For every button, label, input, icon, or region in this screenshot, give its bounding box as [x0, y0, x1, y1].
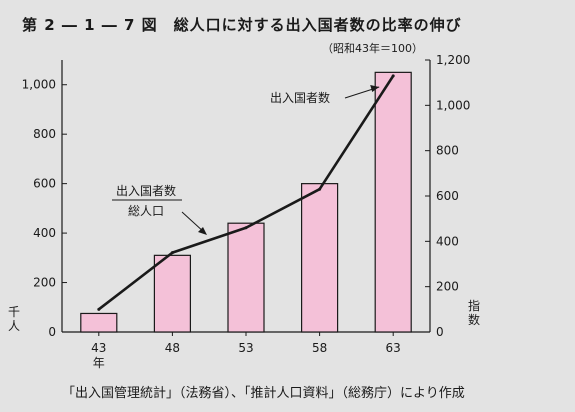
ratio-line-point	[170, 251, 174, 255]
right-tick-label: 0	[436, 325, 444, 339]
x-axis: 43 48 53 58 63 年	[91, 332, 401, 370]
bar	[227, 222, 265, 333]
ratio-line-point	[391, 74, 395, 78]
bar-annotation: 出入国者数	[270, 90, 330, 105]
right-tick-label: 800	[436, 144, 459, 158]
x-tick-label: 53	[238, 341, 253, 355]
bar	[80, 312, 118, 333]
left-axis-unit: 千人	[8, 305, 20, 333]
right-tick-label: 1,000	[436, 98, 470, 112]
left-tick-label: 1,000	[22, 78, 56, 92]
ratio-line-point	[244, 226, 248, 230]
x-unit-label: 年	[93, 356, 105, 370]
left-tick-label: 400	[33, 226, 56, 240]
right-axis: 0 200 400 600 800 1,000 1,200 指数	[425, 53, 480, 339]
chart-title: 第 2 ― 1 ― 7 図 総人口に対する出入国者数の比率の伸び	[22, 16, 462, 34]
line-annotation-arrowhead	[198, 227, 207, 235]
x-tick-label: 63	[386, 341, 401, 355]
bars	[80, 71, 412, 333]
left-tick-label: 600	[33, 177, 56, 191]
right-tick-label: 1,200	[436, 53, 470, 67]
left-tick-label: 0	[48, 325, 56, 339]
line-annotation-numerator: 出入国者数	[116, 183, 176, 198]
ratio-line	[97, 74, 395, 311]
ratio-line-point	[318, 187, 322, 191]
ratio-line-point	[97, 307, 101, 311]
right-tick-label: 600	[436, 189, 459, 203]
bar-annotation-arrowhead	[370, 85, 380, 92]
bar	[301, 183, 339, 333]
source-note: 「出入国管理統計」（法務省）、「推計人口資料」（総務庁）により作成	[62, 386, 465, 401]
bar	[153, 254, 191, 333]
right-tick-label: 200	[436, 280, 459, 294]
right-tick-label: 400	[436, 234, 459, 248]
left-tick-label: 800	[33, 127, 56, 141]
right-axis-unit: 指数	[468, 298, 480, 327]
x-tick-label: 43	[91, 341, 106, 355]
left-tick-label: 200	[33, 276, 56, 290]
line-annotation-denominator: 総人口	[128, 204, 164, 218]
x-tick-label: 48	[165, 341, 180, 355]
left-axis: 0 200 400 600 800 1,000 千人	[8, 78, 67, 339]
bar	[374, 71, 412, 333]
x-tick-label: 58	[312, 341, 327, 355]
chart-subtitle: （昭和43年＝100）	[322, 42, 423, 55]
